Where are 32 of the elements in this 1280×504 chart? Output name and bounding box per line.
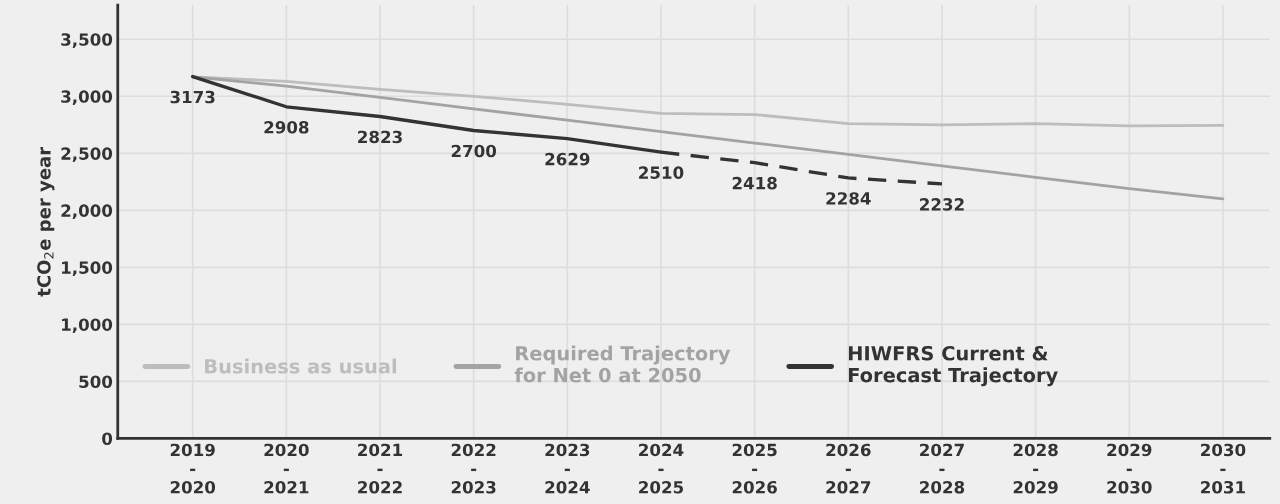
x-tick-label: 2027 - 2028 <box>920 443 965 494</box>
y-tick-label: 500 <box>79 375 113 389</box>
data-label: 2284 <box>826 192 871 205</box>
x-tick-label: 2020 - 2021 <box>264 443 309 494</box>
y-tick-label: 3,000 <box>61 90 113 105</box>
legend-label: Required Trajectory for Net 0 at 2050 <box>514 345 731 383</box>
data-label: 2908 <box>264 120 309 134</box>
x-tick-label: 2030 - 2031 <box>1201 443 1246 494</box>
x-tick-label: 2026 - 2027 <box>826 443 871 494</box>
x-tick-label: 2028 - 2029 <box>1013 443 1058 494</box>
x-tick-label: 2022 - 2023 <box>451 443 496 494</box>
x-tick-label: 2024 - 2025 <box>639 443 684 494</box>
y-axis-title: tCO$_{2}$e per year <box>37 146 55 297</box>
data-label: 2232 <box>920 198 964 211</box>
data-label: 2629 <box>545 152 590 166</box>
data-label: 2700 <box>451 144 497 158</box>
x-tick-label: 2025 - 2026 <box>732 443 777 494</box>
data-label: 2510 <box>639 166 684 179</box>
data-label: 2418 <box>732 176 777 190</box>
y-tick-label: 0 <box>102 432 113 446</box>
data-label: 3173 <box>170 90 215 104</box>
y-tick-label: 2,000 <box>61 204 113 220</box>
y-tick-label: 2,500 <box>61 147 113 163</box>
x-tick-label: 2029 - 2030 <box>1107 443 1152 494</box>
x-tick-label: 2019 - 2020 <box>170 443 216 494</box>
x-tick-label: 2021 - 2022 <box>358 443 403 494</box>
y-tick-label: 1,000 <box>62 318 113 334</box>
x-tick-label: 2023 - 2024 <box>545 443 590 494</box>
y-tick-label: 1,500 <box>62 261 113 277</box>
y-tick-label: 3,500 <box>61 33 113 48</box>
legend-label: HIWFRS Current & Forecast Trajectory <box>848 345 1058 387</box>
data-label: 2823 <box>358 130 402 144</box>
